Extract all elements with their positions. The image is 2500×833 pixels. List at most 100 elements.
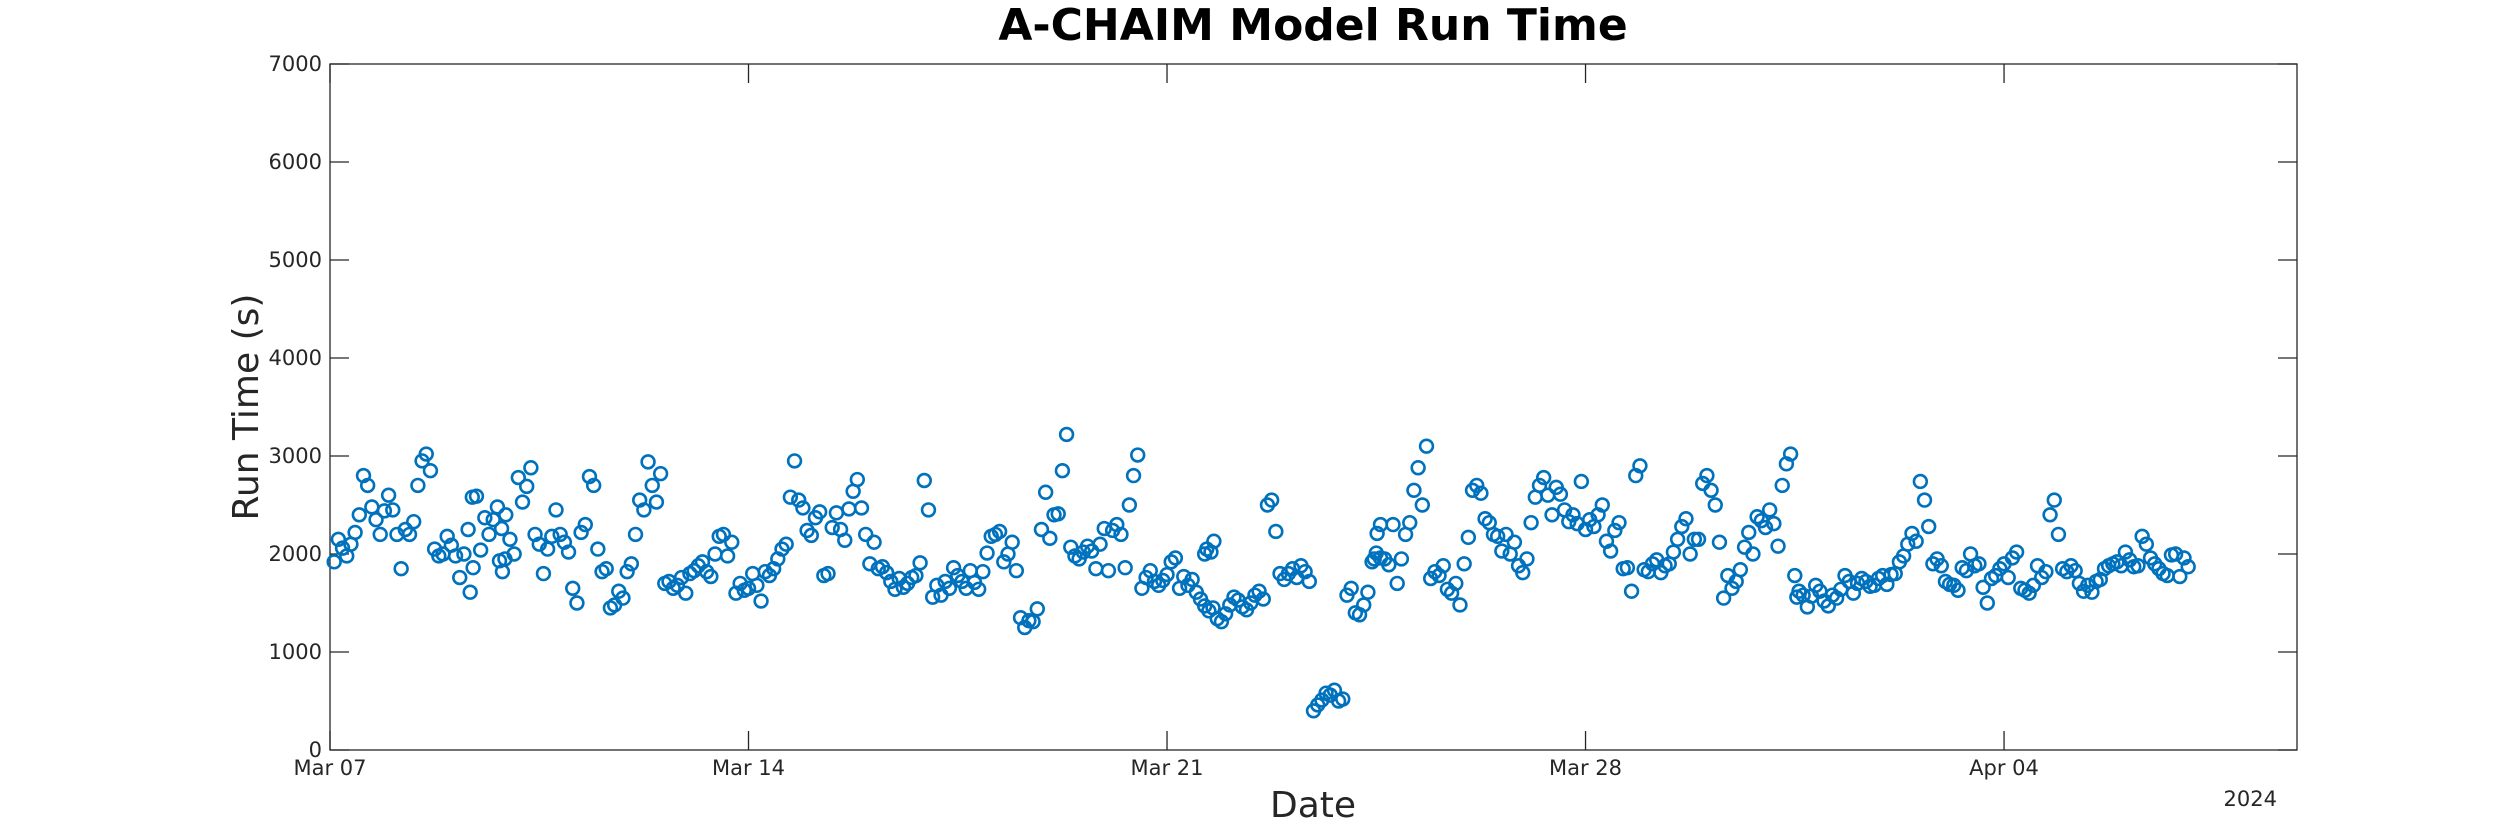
data-point [1912,473,1929,490]
y-tick-label: 6000 [269,150,322,174]
data-point [1473,485,1489,501]
data-point [1435,558,1451,574]
y-axis-label: Run Time (s) [226,294,267,521]
data-point [1206,533,1222,549]
data-point [1050,506,1066,522]
data-point [2008,544,2025,560]
y-tick-label: 0 [309,738,322,762]
data-point [883,573,899,590]
data-point [1523,514,1539,531]
x-tick-label: Mar 21 [1131,756,1204,780]
data-point [498,507,514,523]
data-point [648,494,665,510]
data-point [1469,477,1485,494]
data-point [803,527,819,544]
data-point [757,563,773,580]
data-point [941,580,958,596]
data-point [418,446,434,462]
data-point [1619,560,1636,576]
data-point [573,524,589,541]
data-point [1251,583,1267,599]
data-point [2130,558,2146,574]
data-point [1130,447,1146,463]
data-point [1623,583,1640,599]
data-point [465,560,481,576]
data-point [452,569,468,586]
data-point [1063,539,1079,555]
data-point [920,502,937,518]
data-point [1335,691,1351,707]
data-point [1004,534,1020,550]
data-point [1916,492,1933,508]
data-point [1761,502,1778,518]
data-point [1213,613,1230,630]
data-point [2134,528,2150,545]
data-point [1732,561,1749,578]
data-point [1406,482,1422,498]
data-point [749,577,765,594]
data-point [385,502,401,518]
data-point [1456,556,1472,572]
data-point [1774,477,1790,494]
data-point [857,526,874,543]
data-point [1167,550,1184,566]
data-point [1037,484,1054,500]
data-point [2180,559,2196,575]
data-point [462,584,478,600]
x-tick-label: Mar 14 [712,756,785,780]
data-point [2167,546,2184,562]
data-point [368,511,384,528]
data-point [477,510,493,526]
data-point [2117,544,2134,560]
data-point [1515,564,1531,581]
data-point [623,556,640,572]
data-point [1372,516,1389,533]
data-point [481,526,497,543]
data-point [535,565,552,582]
data-point [456,546,472,562]
data-point [1029,601,1045,617]
data-point [544,528,560,545]
data-point [703,568,719,585]
data-point [724,534,740,550]
year-label: 2024 [2224,787,2277,811]
data-point [1117,560,1133,576]
data-point [406,513,422,530]
data-point [652,465,669,482]
data-point [351,507,367,523]
data-point [2071,575,2088,592]
data-point [560,544,577,560]
data-point [1682,546,1698,562]
data-point [1092,536,1108,552]
data-point [460,521,476,538]
data-point [2046,492,2062,508]
data-point [1703,482,1719,498]
data-point [1535,469,1552,486]
data-point [1607,522,1623,539]
data-point [1494,543,1510,559]
data-point [598,560,614,577]
data-point [376,503,393,519]
data-point [1008,562,1025,579]
data-point [820,565,836,582]
data-point [715,526,732,543]
data-point [1950,582,1966,598]
data-point [489,499,506,515]
data-point [493,520,510,537]
data-point [1460,529,1477,546]
data-point [979,545,995,561]
data-point [1489,528,1506,545]
data-point [1389,575,1405,592]
data-point [811,504,828,520]
data-point [1033,521,1050,538]
data-point [1217,606,1234,622]
data-point [678,585,694,601]
data-point [2038,563,2054,580]
y-tick-label: 2000 [269,542,322,566]
data-point [1042,530,1058,547]
data-point [1058,426,1075,443]
data-point [1410,460,1426,476]
data-point [1452,597,1468,613]
chart-title: A-CHAIM Model Run Time [998,0,1627,51]
y-tick-label: 5000 [269,248,322,272]
